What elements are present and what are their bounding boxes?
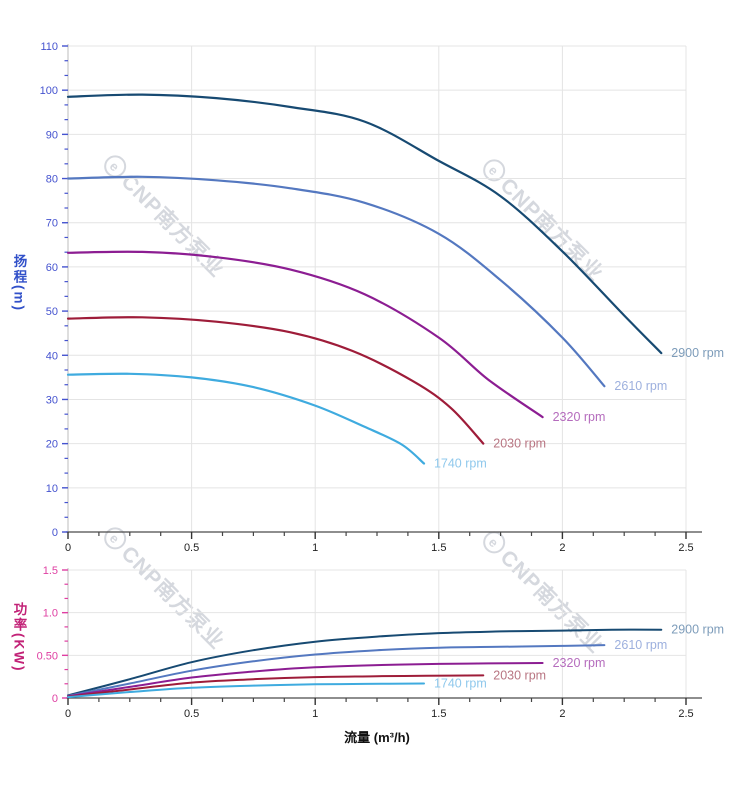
curve-1740-rpm (66, 372, 426, 465)
curve-2030-rpm (67, 674, 485, 698)
chart-0: 0 10 20 30 40 50 60 70 80 90 100 110 0 0.5 1 1.5 2 2.5 290… (40, 41, 724, 554)
y-tick-label: 90 (46, 129, 58, 141)
curve-2030-rpm (66, 316, 485, 445)
y-tick-label: 110 (40, 41, 58, 53)
curve-1740-rpm (67, 682, 425, 699)
y-tick-label: 0 (52, 693, 58, 705)
curve-label-2900-rpm: 2900 rpm (671, 346, 724, 360)
curve-label-2900-rpm: 2900 rpm (671, 623, 724, 637)
y-tick-label: 100 (40, 85, 58, 97)
power-axis-title: 功率(KW) (11, 602, 27, 673)
y-tick-label: 80 (46, 174, 58, 186)
y-tick-label: 60 (46, 262, 58, 274)
x-tick-label: 2.5 (678, 708, 693, 720)
x-tick-label: 2 (559, 708, 565, 720)
x-tick-label: 0 (65, 708, 71, 720)
y-tick-label: 20 (46, 439, 58, 451)
x-tick-label: 2 (559, 542, 565, 554)
x-tick-label: 2.5 (678, 542, 693, 554)
curve-label-2320-rpm: 2320 rpm (553, 410, 606, 424)
head-axis-title: 扬程(m) (11, 254, 27, 312)
y-tick-label: 70 (46, 218, 58, 230)
y-tick-label: 10 (46, 483, 58, 495)
x-tick-label: 0.5 (184, 542, 199, 554)
y-tick-label: 50 (46, 306, 58, 318)
curve-label-2320-rpm: 2320 rpm (553, 656, 606, 670)
x-tick-label: 1 (312, 542, 318, 554)
curve-2320-rpm (66, 250, 544, 419)
curve-label-2610-rpm: 2610 rpm (614, 638, 667, 652)
y-tick-label: 0.50 (37, 650, 58, 662)
curve-label-2030-rpm: 2030 rpm (493, 668, 546, 682)
y-tick-label: 1.5 (43, 565, 58, 577)
curve-label-1740-rpm: 1740 rpm (434, 676, 487, 690)
curve-2900-rpm (67, 628, 663, 697)
x-tick-label: 1 (312, 708, 318, 720)
y-tick-label: 40 (46, 350, 58, 362)
x-tick-label: 1.5 (431, 542, 446, 554)
curve-2610-rpm (66, 175, 606, 388)
y-tick-label: 30 (46, 394, 58, 406)
curve-2610-rpm (67, 644, 606, 697)
y-tick-label: 0 (52, 527, 58, 539)
x-tick-label: 0 (65, 542, 71, 554)
curve-label-2030-rpm: 2030 rpm (493, 437, 546, 451)
x-tick-label: 1.5 (431, 708, 446, 720)
flow-axis-title: 流量 (m³/h) (344, 730, 410, 745)
chart-1: 0 0.50 1.0 1.5 0 0.5 1 1.5 2 2.5 2900 rpm 2610 rpm 2… (37, 565, 725, 720)
curve-label-2610-rpm: 2610 rpm (614, 379, 667, 393)
curve-2900-rpm (66, 93, 663, 355)
curve-2320-rpm (67, 662, 544, 698)
y-tick-label: 1.0 (43, 608, 58, 620)
x-tick-label: 0.5 (184, 708, 199, 720)
curve-label-1740-rpm: 1740 rpm (434, 457, 487, 471)
